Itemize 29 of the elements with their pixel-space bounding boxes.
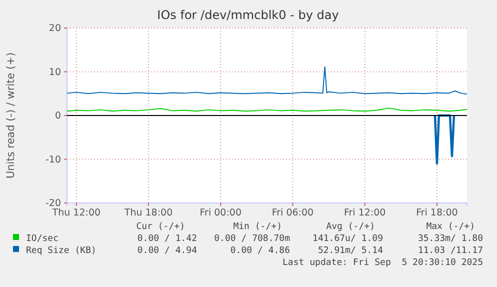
x-tick-label: Fri 18:00 bbox=[416, 208, 458, 219]
x-tick-label: Thu 18:00 bbox=[123, 208, 173, 219]
y-tick-label: 20 bbox=[48, 23, 61, 34]
x-tick-label: Thu 12:00 bbox=[51, 208, 101, 219]
y-tick-label: -20 bbox=[45, 198, 61, 210]
y-tick-label: -10 bbox=[45, 154, 61, 166]
legend-label: Req Size (KB) bbox=[26, 246, 96, 256]
text: 141.67u/ 1.09 bbox=[312, 234, 383, 244]
text: Avg (-/+) bbox=[326, 222, 375, 232]
text: 0.00 / 1.42 bbox=[137, 234, 197, 244]
text: 0.00 / 708.70m bbox=[214, 234, 290, 244]
line-series bbox=[66, 66, 468, 95]
text: Min (-/+) bbox=[233, 222, 282, 232]
text: 0.00 / 4.86 bbox=[230, 246, 290, 256]
text: 35.33m/ 1.80 bbox=[418, 234, 483, 244]
x-tick-label: Fri 00:00 bbox=[200, 208, 242, 219]
y-tick-label: 10 bbox=[48, 66, 61, 78]
x-tick-label: Fri 06:00 bbox=[272, 208, 314, 219]
x-tick-label: Fri 12:00 bbox=[344, 208, 386, 219]
text: Cur (-/+) bbox=[136, 222, 185, 232]
text: 0.00 / 4.94 bbox=[137, 246, 197, 256]
legend-label: IO/sec bbox=[26, 234, 59, 244]
y-axis-title: Units read (-) / write (+) bbox=[5, 52, 17, 179]
text: Last update: Fri Sep 5 20:30:10 2025 bbox=[282, 258, 483, 268]
text: 11.03 /11.17 bbox=[418, 246, 483, 256]
chart-title: IOs for /dev/mmcblk0 - by day bbox=[157, 8, 339, 22]
text: 52.91m/ 5.14 bbox=[318, 246, 383, 256]
y-tick-label: 0 bbox=[54, 110, 61, 122]
text: Max (-/+) bbox=[426, 222, 475, 232]
